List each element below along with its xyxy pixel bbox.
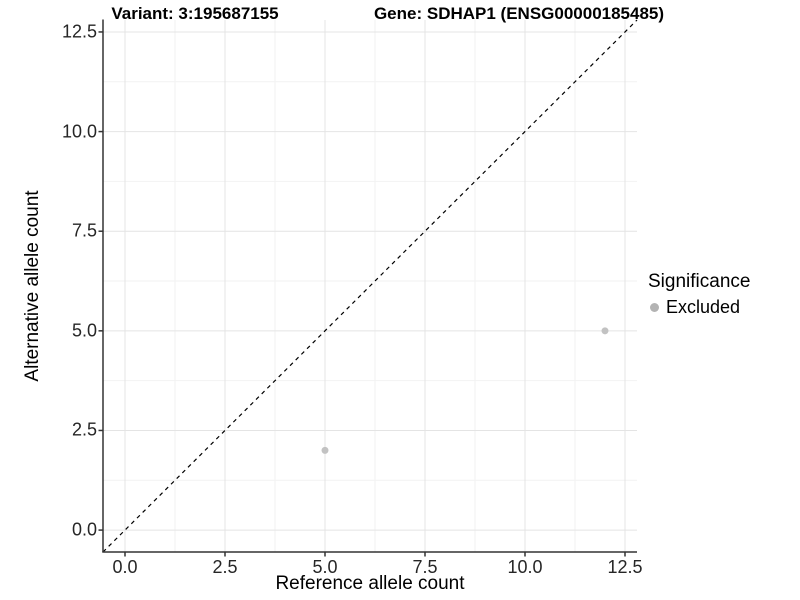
data-point	[321, 446, 329, 454]
x-tick-label: 0.0	[112, 557, 138, 577]
x-tick-label: 7.5	[412, 557, 438, 577]
legend-entry-label: Excluded	[666, 297, 741, 317]
x-tick-label: 12.5	[607, 557, 643, 577]
y-tick-label: 7.5	[71, 220, 97, 241]
x-axis-title: Reference allele count	[275, 573, 465, 594]
legend-entry-excluded: Excluded	[648, 297, 750, 318]
x-tick-label: 10.0	[507, 557, 543, 577]
plot-title-variant: Variant: 3:195687155	[111, 4, 279, 23]
y-tick-label: 12.5	[61, 21, 97, 42]
y-tick-label: 5.0	[71, 320, 97, 341]
excluded-point-swatch-icon	[650, 303, 659, 312]
y-axis-title: Alternative allele count	[22, 190, 43, 382]
identity-reference-line	[102, 19, 638, 553]
plot-title-gene: Gene: SDHAP1 (ENSG00000185485)	[373, 4, 665, 23]
legend-title: Significance	[648, 271, 751, 292]
y-tick-label: 0.0	[71, 519, 97, 540]
x-tick-label: 5.0	[312, 557, 338, 577]
y-tick-label: 10.0	[61, 121, 97, 142]
x-tick-label: 2.5	[212, 557, 238, 577]
legend: Significance Excluded	[648, 271, 750, 318]
data-point	[601, 327, 609, 335]
y-tick-label: 2.5	[71, 419, 97, 440]
